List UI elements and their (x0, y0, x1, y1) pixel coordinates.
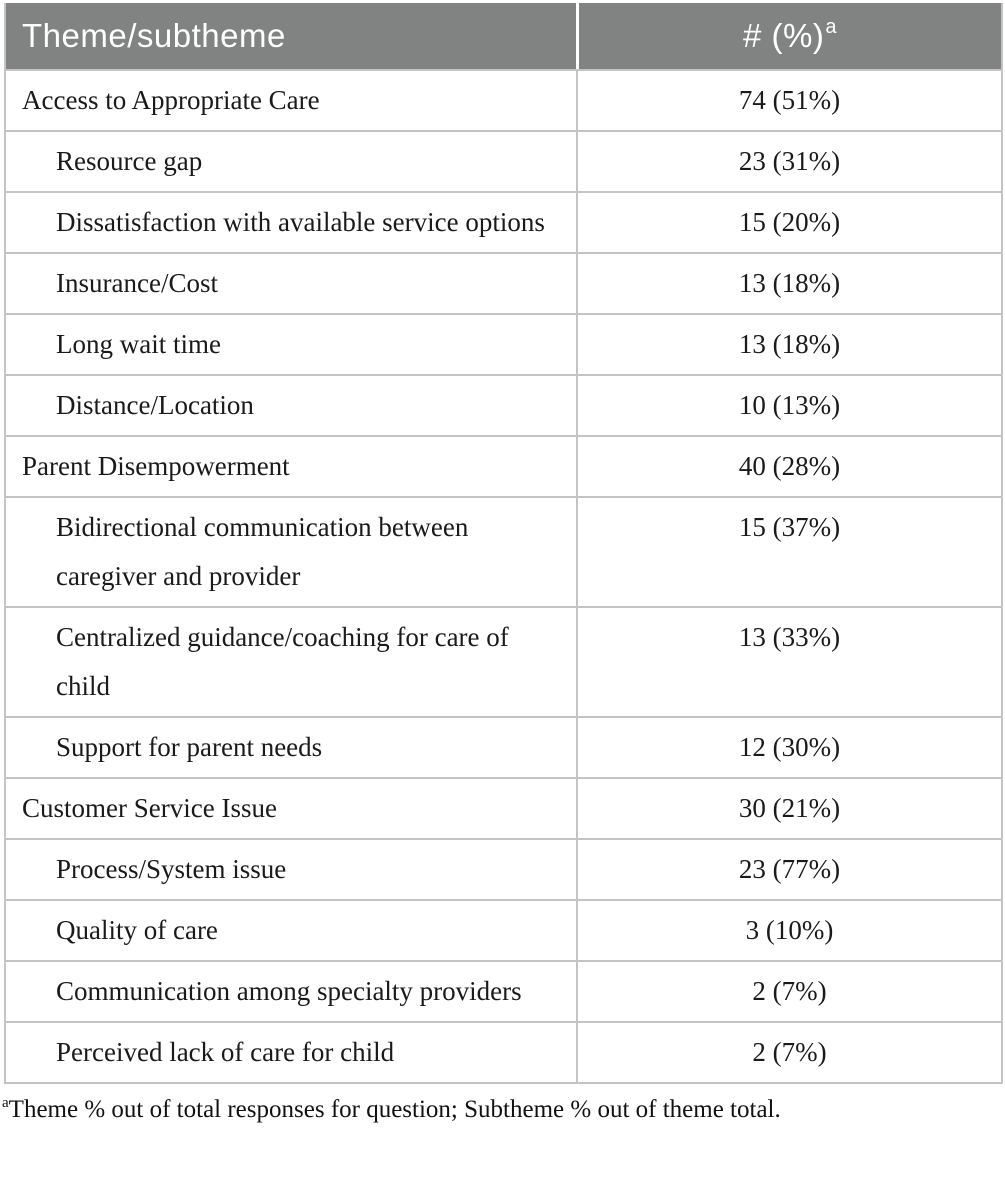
row-label-cell: Centralized guidance/coaching for care o… (56, 622, 509, 701)
table-footnote: aTheme % out of total responses for ques… (2, 1094, 1005, 1129)
table-row: Support for parent needs 12 (30%) (6, 716, 1001, 777)
row-value-cell: 13 (18%) (576, 254, 1001, 313)
row-value-cell: 13 (33%) (576, 608, 1001, 716)
row-label-cell: Insurance/Cost (56, 268, 218, 298)
row-value-cell: 15 (37%) (576, 498, 1001, 606)
table-row: Quality of care 3 (10%) (6, 899, 1001, 960)
row-label-cell: Dissatisfaction with available service o… (56, 207, 545, 237)
row-label-cell: Long wait time (56, 329, 221, 359)
row-label-cell: Resource gap (56, 146, 203, 176)
row-label-cell: Customer Service Issue (22, 793, 277, 823)
table-row: Parent Disempowerment 40 (28%) (6, 435, 1001, 496)
row-label-cell: Distance/Location (56, 390, 254, 420)
table-row: Centralized guidance/coaching for care o… (6, 606, 1001, 716)
row-value-cell: 15 (20%) (576, 193, 1001, 252)
table-row: Insurance/Cost 13 (18%) (6, 252, 1001, 313)
row-value-cell: 2 (7%) (576, 962, 1001, 1021)
theme-subtheme-table: Theme/subtheme # (%) a Access to Appropri… (4, 3, 1003, 1084)
row-value-cell: 2 (7%) (576, 1023, 1001, 1082)
row-value-cell: 23 (77%) (576, 840, 1001, 899)
row-value-cell: 74 (51%) (576, 71, 1001, 130)
footnote-text: Theme % out of total responses for quest… (8, 1096, 781, 1123)
row-label-cell: Parent Disempowerment (22, 451, 290, 481)
table-row: Customer Service Issue 30 (21%) (6, 777, 1001, 838)
row-value-cell: 12 (30%) (576, 718, 1001, 777)
count-header-superscript: a (825, 15, 837, 38)
row-value-cell: 23 (31%) (576, 132, 1001, 191)
row-label-cell: Communication among specialty providers (56, 976, 522, 1006)
row-label-cell: Process/System issue (56, 854, 287, 884)
row-value-cell: 30 (21%) (576, 779, 1001, 838)
footnote-superscript: a (2, 1095, 9, 1111)
table-row: Bidirectional communication between care… (6, 496, 1001, 606)
row-label-cell: Access to Appropriate Care (22, 85, 320, 115)
row-label-cell: Bidirectional communication between care… (56, 512, 469, 591)
row-label-cell: Quality of care (56, 915, 218, 945)
row-value-cell: 13 (18%) (576, 315, 1001, 374)
header-cell-theme: Theme/subtheme (22, 17, 286, 54)
table-row: Dissatisfaction with available service o… (6, 191, 1001, 252)
row-label-cell: Perceived lack of care for child (56, 1037, 395, 1067)
row-label-cell: Support for parent needs (56, 732, 323, 762)
page: Theme/subtheme # (%) a Access to Appropri… (0, 3, 1005, 1129)
table-row: Communication among specialty providers … (6, 960, 1001, 1021)
count-header-label: # (%) (743, 17, 825, 54)
table-row: Distance/Location 10 (13%) (6, 374, 1001, 435)
header-cell-count: # (%) a (576, 3, 1001, 69)
table-row: Long wait time 13 (18%) (6, 313, 1001, 374)
table-row: Resource gap 23 (31%) (6, 130, 1001, 191)
row-value-cell: 40 (28%) (576, 437, 1001, 496)
table-row: Access to Appropriate Care 74 (51%) (6, 69, 1001, 130)
table-row: Process/System issue 23 (77%) (6, 838, 1001, 899)
table-header-row: Theme/subtheme # (%) a (6, 3, 1001, 69)
row-value-cell: 10 (13%) (576, 376, 1001, 435)
row-value-cell: 3 (10%) (576, 901, 1001, 960)
table-row: Perceived lack of care for child 2 (7%) (6, 1021, 1001, 1082)
